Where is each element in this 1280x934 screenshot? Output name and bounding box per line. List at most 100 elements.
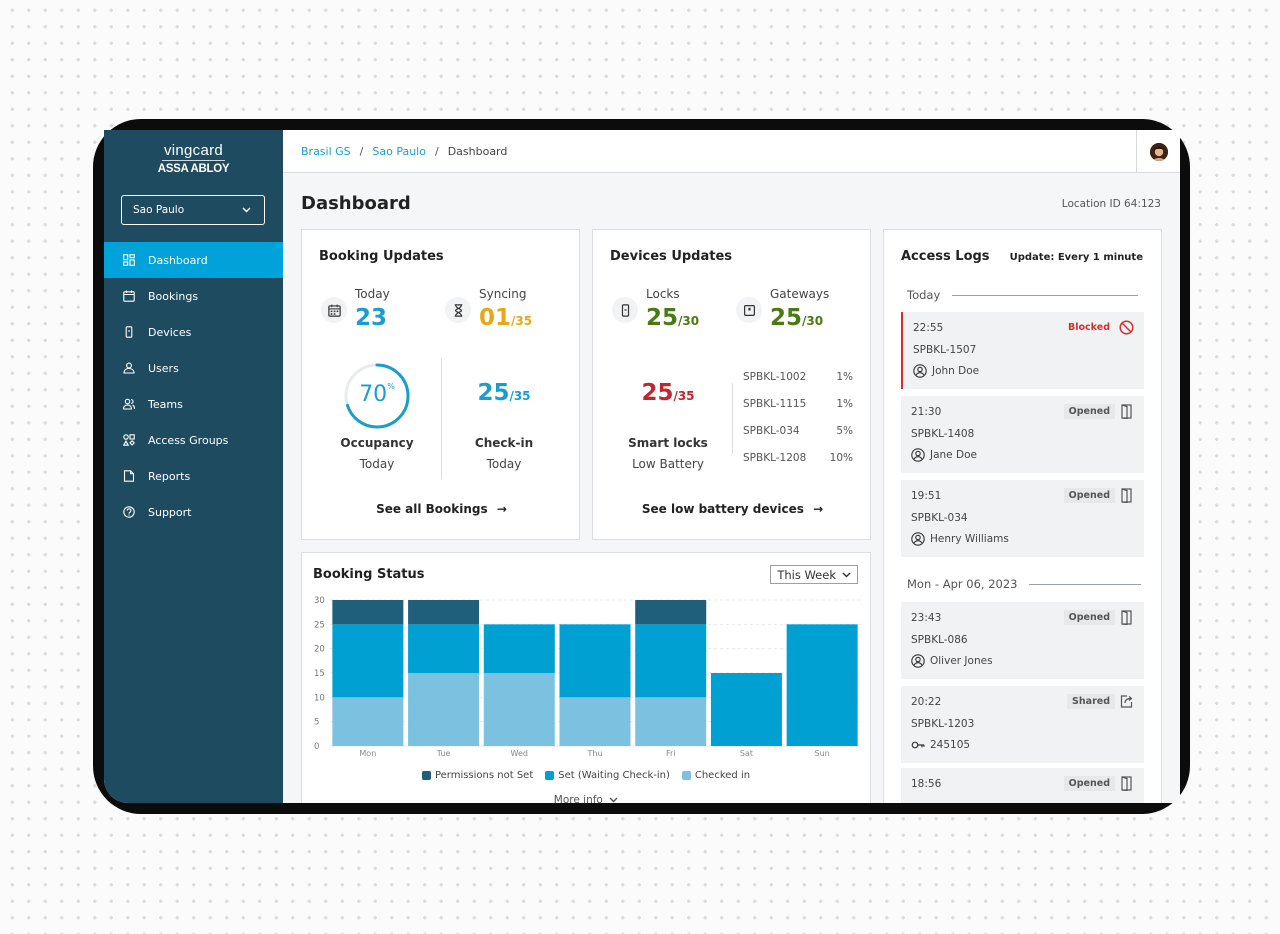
device-id: SPBKL-034 (743, 425, 800, 437)
occupancy-unit: % (387, 382, 395, 391)
sidebar-item-support[interactable]: Support (104, 494, 283, 530)
log-entry[interactable]: 21:30 SPBKL-1408 Jane Doe Opened (901, 396, 1144, 473)
sidebar-item-bookings[interactable]: Bookings (104, 278, 283, 314)
chevron-down-icon (242, 207, 251, 213)
breadcrumb-separator: / (434, 144, 439, 158)
log-user-name: Henry Williams (930, 533, 1009, 545)
log-user-name: John Doe (932, 365, 980, 377)
link-label: See low battery devices (641, 502, 804, 516)
bar-segment (408, 624, 480, 673)
y-tick-label: 20 (314, 645, 325, 655)
today-label: Today (355, 287, 390, 301)
avatar (1149, 142, 1168, 161)
log-time: 19:51 (911, 490, 942, 502)
y-tick-label: 15 (314, 669, 325, 679)
today-value: 23 (355, 305, 388, 331)
log-device: SPBKL-1507 (913, 344, 977, 356)
card-title: Booking Status (313, 567, 425, 582)
user-menu[interactable] (1136, 130, 1180, 173)
sidebar-item-access-groups[interactable]: Access Groups (104, 422, 283, 458)
log-device: SPBKL-1203 (911, 718, 975, 730)
y-tick-label: 30 (314, 596, 325, 606)
smart-locks-total: /35 (673, 389, 695, 403)
x-tick-label: Tue (436, 749, 451, 758)
more-info-label: More info (553, 794, 603, 803)
occupancy-ring (344, 363, 410, 429)
bar-segment (786, 624, 858, 746)
more-info-toggle[interactable]: More info (302, 794, 870, 803)
main-content: Brasil GS / Sao Paulo / Dashboard Dashbo… (283, 130, 1180, 803)
low-battery-device-row[interactable]: SPBKL-1002 1% (743, 371, 853, 383)
day-separator: Today (907, 288, 1139, 302)
log-entry[interactable]: 19:51 SPBKL-034 Henry Williams Opened (901, 480, 1144, 557)
occupancy-ring-progress (344, 363, 410, 429)
sidebar-item-dashboard[interactable]: Dashboard (104, 242, 283, 278)
see-all-bookings-link[interactable]: See all Bookings → (302, 502, 581, 516)
brand-name: vingcard (161, 142, 226, 161)
smart-locks-sub: Low Battery (632, 457, 704, 471)
syncing-total: /35 (511, 314, 533, 328)
x-tick-label: Wed (511, 749, 528, 758)
status-badge: Shared (1067, 694, 1134, 709)
location-select[interactable]: Sao Paulo (121, 195, 265, 225)
low-battery-device-row[interactable]: SPBKL-1208 10% (743, 452, 853, 464)
user-circle-icon (911, 654, 925, 668)
bar-segment (483, 673, 555, 746)
legend-swatch (681, 771, 691, 780)
smart-locks-count: 25 (641, 380, 674, 406)
low-battery-device-row[interactable]: SPBKL-1115 1% (743, 398, 853, 410)
app-screen: vingcard ASSA ABLOY Sao Paulo Dashboard … (104, 130, 1180, 803)
gateways-total: /30 (802, 314, 824, 328)
sidebar-item-label: Bookings (148, 289, 199, 303)
day-separator: Mon - Apr 06, 2023 (907, 577, 1142, 591)
sidebar-item-label: Teams (148, 397, 183, 411)
legend-swatch (545, 771, 555, 780)
breadcrumb-link-brasil-gs[interactable]: Brasil GS (301, 144, 351, 158)
legend-label: Checked in (694, 770, 751, 781)
bar-segment (710, 673, 782, 746)
bar-segment (635, 600, 707, 625)
week-range-select[interactable]: This Week (770, 565, 858, 584)
divider (732, 383, 733, 454)
bar-segment (332, 697, 404, 746)
log-entry[interactable]: 18:56 Opened (901, 768, 1144, 803)
breadcrumb-link-sao-paulo[interactable]: Sao Paulo (372, 144, 426, 158)
arrow-right-icon: → (813, 502, 824, 516)
status-badge: Opened (1063, 610, 1134, 625)
log-user: Oliver Jones (911, 654, 993, 668)
y-tick-label: 0 (314, 742, 319, 752)
log-entry[interactable]: 22:55 SPBKL-1507 John Doe Blocked (901, 312, 1144, 389)
bar-segment (559, 624, 631, 698)
help-icon (123, 506, 135, 518)
sidebar-item-teams[interactable]: Teams (104, 386, 283, 422)
occupancy-number: 70 (359, 382, 388, 407)
sidebar-item-devices[interactable]: Devices (104, 314, 283, 350)
battery-pct: 5% (836, 425, 853, 437)
bar-segment (483, 624, 555, 673)
status-label: Blocked (1068, 322, 1110, 333)
log-entry[interactable]: 20:22 SPBKL-1203 245105 Shared (901, 686, 1144, 763)
x-tick-label: Sat (740, 749, 753, 758)
brand-sub: ASSA ABLOY (157, 163, 230, 175)
lock-device-icon (612, 297, 638, 323)
sidebar-item-users[interactable]: Users (104, 350, 283, 386)
day-line (1029, 583, 1142, 585)
x-tick-label: Mon (359, 749, 376, 758)
card-title: Access Logs (901, 249, 990, 264)
card-title: Devices Updates (610, 249, 733, 264)
x-tick-label: Fri (666, 749, 676, 758)
user-circle-icon (911, 448, 925, 462)
low-battery-device-row[interactable]: SPBKL-034 5% (743, 425, 853, 437)
sidebar-item-reports[interactable]: Reports (104, 458, 283, 494)
location-select-value: Sao Paulo (133, 204, 185, 216)
log-key-code: 245105 (930, 739, 971, 751)
door-icon (1121, 404, 1132, 419)
y-tick-label: 25 (314, 620, 325, 630)
see-low-battery-link[interactable]: See low battery devices → (593, 502, 872, 516)
y-tick-label: 10 (314, 693, 325, 703)
checkin-total: /35 (509, 389, 531, 403)
legend-label: Permissions not Set (434, 770, 534, 781)
page-title: Dashboard (301, 193, 411, 214)
log-entry[interactable]: 23:43 SPBKL-086 Oliver Jones Opened (901, 602, 1144, 679)
bar-segment (559, 697, 631, 746)
